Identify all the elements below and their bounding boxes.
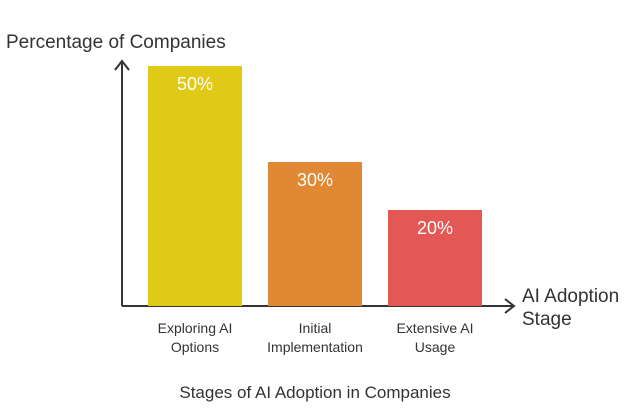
category-label-1-line-1: Exploring AI <box>158 320 233 336</box>
bar-3 <box>388 210 482 306</box>
bar-2 <box>268 162 362 306</box>
category-label-3-line-2: Usage <box>415 339 456 355</box>
value-label-3: 20% <box>417 218 453 238</box>
category-label-1: Exploring AI Options <box>158 320 233 355</box>
y-axis-label: Percentage of Companies <box>6 32 226 53</box>
value-label-2: 30% <box>297 170 333 190</box>
y-axis-arrow <box>114 59 130 71</box>
category-labels-group: Exploring AI Options Initial Implementation… <box>158 320 474 355</box>
category-label-2-line-1: Initial <box>299 320 332 336</box>
x-axis-label-line-1: AI Adoption <box>522 286 619 307</box>
x-axis-label-line-2: Stage <box>522 309 572 330</box>
bar-1 <box>148 66 242 306</box>
value-labels-group: 50% 30% 20% <box>177 74 453 238</box>
x-axis-arrow <box>504 298 516 314</box>
category-label-2-line-2: Implementation <box>267 339 363 355</box>
value-label-1: 50% <box>177 74 213 94</box>
chart-title: Stages of AI Adoption in Companies <box>179 383 450 402</box>
category-label-1-line-2: Options <box>171 339 219 355</box>
category-label-3-line-1: Extensive AI <box>396 320 473 336</box>
category-label-3: Extensive AI Usage <box>396 320 473 355</box>
category-label-2: Initial Implementation <box>267 320 363 355</box>
bars-group <box>148 66 482 306</box>
x-axis-label: AI Adoption Stage <box>522 286 624 330</box>
